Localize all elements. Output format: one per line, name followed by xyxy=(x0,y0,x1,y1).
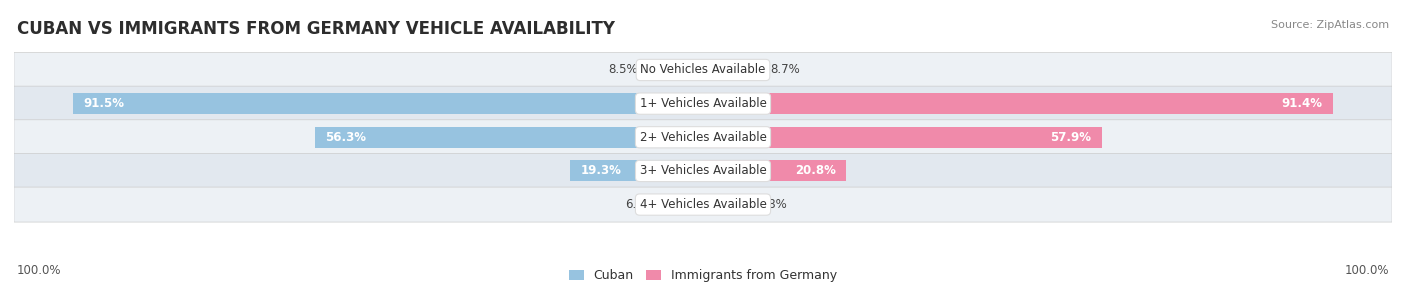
Bar xyxy=(703,127,1102,148)
Text: 2+ Vehicles Available: 2+ Vehicles Available xyxy=(640,131,766,144)
Bar xyxy=(703,160,846,181)
Text: 20.8%: 20.8% xyxy=(794,164,837,177)
Text: 56.3%: 56.3% xyxy=(325,131,367,144)
Text: 1+ Vehicles Available: 1+ Vehicles Available xyxy=(640,97,766,110)
Bar xyxy=(73,93,703,114)
Text: 19.3%: 19.3% xyxy=(581,164,621,177)
Text: CUBAN VS IMMIGRANTS FROM GERMANY VEHICLE AVAILABILITY: CUBAN VS IMMIGRANTS FROM GERMANY VEHICLE… xyxy=(17,20,614,38)
Text: 6.8%: 6.8% xyxy=(756,198,786,211)
Text: 3+ Vehicles Available: 3+ Vehicles Available xyxy=(640,164,766,177)
Bar xyxy=(569,160,703,181)
FancyBboxPatch shape xyxy=(14,153,1392,188)
Text: No Vehicles Available: No Vehicles Available xyxy=(640,63,766,76)
Bar xyxy=(703,59,763,80)
FancyBboxPatch shape xyxy=(14,86,1392,121)
FancyBboxPatch shape xyxy=(14,187,1392,222)
Legend: Cuban, Immigrants from Germany: Cuban, Immigrants from Germany xyxy=(568,269,838,282)
Bar xyxy=(703,93,1333,114)
Text: 91.5%: 91.5% xyxy=(83,97,124,110)
Text: 8.7%: 8.7% xyxy=(770,63,800,76)
Bar xyxy=(644,59,703,80)
Bar xyxy=(315,127,703,148)
Bar xyxy=(703,194,749,215)
Text: 100.0%: 100.0% xyxy=(1344,265,1389,277)
Text: Source: ZipAtlas.com: Source: ZipAtlas.com xyxy=(1271,20,1389,30)
Text: 100.0%: 100.0% xyxy=(17,265,62,277)
Text: 91.4%: 91.4% xyxy=(1281,97,1323,110)
FancyBboxPatch shape xyxy=(14,53,1392,88)
Text: 6.0%: 6.0% xyxy=(626,198,655,211)
FancyBboxPatch shape xyxy=(14,120,1392,155)
Bar xyxy=(662,194,703,215)
Text: 4+ Vehicles Available: 4+ Vehicles Available xyxy=(640,198,766,211)
Text: 57.9%: 57.9% xyxy=(1050,131,1091,144)
Text: 8.5%: 8.5% xyxy=(607,63,637,76)
